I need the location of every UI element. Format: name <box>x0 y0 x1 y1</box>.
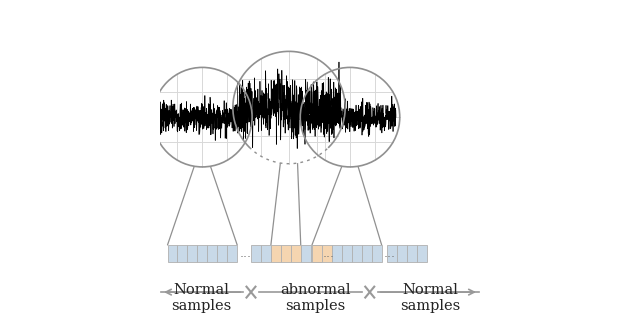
Bar <box>301 245 310 262</box>
Bar <box>197 245 207 262</box>
Bar <box>177 245 188 262</box>
Bar <box>372 245 381 262</box>
Bar <box>332 245 342 262</box>
Text: ...: ... <box>323 247 335 260</box>
Circle shape <box>300 67 400 167</box>
Text: abnormal
samples: abnormal samples <box>280 283 351 313</box>
Bar <box>342 245 352 262</box>
Bar <box>312 245 322 262</box>
Bar <box>207 245 218 262</box>
Bar <box>291 245 301 262</box>
Bar <box>227 245 237 262</box>
Text: ...: ... <box>384 247 396 260</box>
Bar <box>417 245 428 262</box>
Bar <box>218 245 227 262</box>
Text: Normal
samples: Normal samples <box>401 283 461 313</box>
Bar <box>310 245 321 262</box>
Bar <box>188 245 197 262</box>
Bar <box>362 245 372 262</box>
Bar <box>281 245 291 262</box>
Bar <box>397 245 407 262</box>
Bar <box>271 245 281 262</box>
Text: Normal
samples: Normal samples <box>171 283 231 313</box>
Bar <box>352 245 362 262</box>
Bar <box>322 245 332 262</box>
Bar <box>168 245 177 262</box>
Circle shape <box>233 51 345 164</box>
Circle shape <box>152 67 252 167</box>
Bar <box>387 245 397 262</box>
Bar <box>261 245 271 262</box>
Bar <box>251 245 261 262</box>
Bar <box>407 245 417 262</box>
Text: ...: ... <box>239 247 252 260</box>
